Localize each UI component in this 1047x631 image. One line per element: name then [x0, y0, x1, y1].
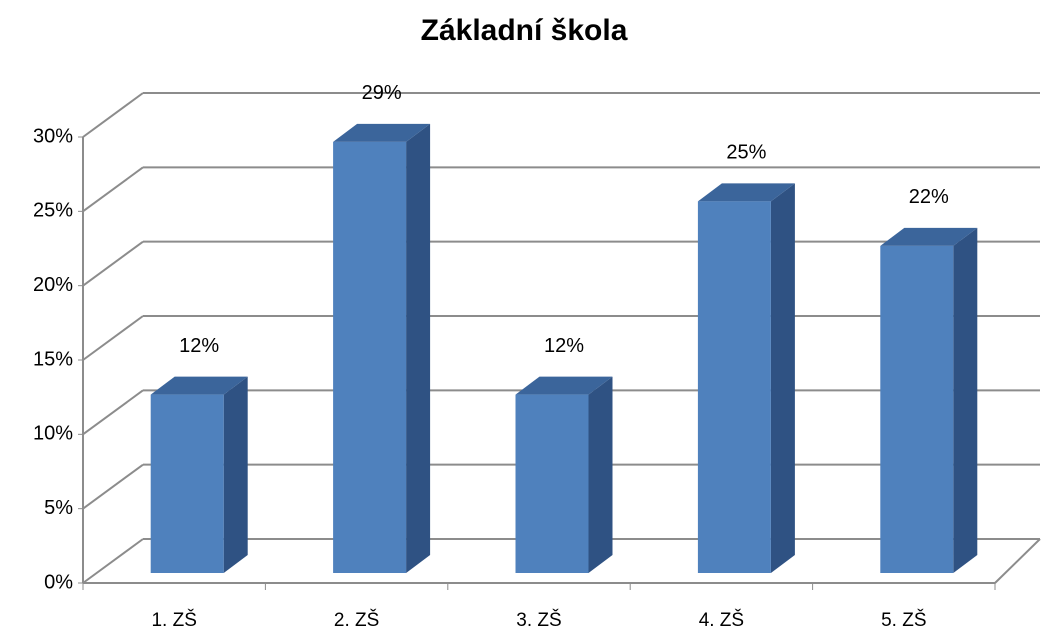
bar-top	[880, 227, 978, 246]
y-tick-label: 20%	[33, 274, 73, 296]
bar	[697, 201, 771, 574]
bar-side	[588, 376, 613, 573]
bar	[515, 394, 589, 573]
bar-side	[406, 123, 431, 573]
bar-top	[150, 376, 248, 395]
y-tick-label: 5%	[44, 497, 73, 519]
bar	[333, 141, 407, 573]
y-tick-label: 15%	[33, 348, 73, 370]
bar-side	[770, 183, 795, 574]
bar	[880, 245, 954, 573]
chart-title: Základní škola	[421, 14, 628, 47]
x-tick-label: 1. ZŠ	[151, 609, 196, 631]
x-tick-label: 4. ZŠ	[699, 609, 744, 631]
grid-line	[82, 315, 144, 361]
y-tick-label: 0%	[44, 571, 73, 593]
floor-edge	[994, 538, 1041, 584]
bar	[150, 394, 224, 573]
grid-line	[82, 389, 144, 436]
x-tick-label: 2. ZŠ	[334, 609, 379, 631]
data-label: 22%	[909, 186, 949, 208]
data-label: 12%	[544, 335, 584, 357]
grid-line	[82, 538, 144, 584]
data-label: 29%	[362, 82, 402, 104]
bar-top	[333, 123, 431, 142]
x-tick-label: 5. ZŠ	[881, 609, 926, 631]
grid-line	[82, 463, 144, 510]
data-label: 25%	[726, 142, 766, 164]
grid-line	[82, 166, 144, 213]
grid-line	[82, 92, 144, 138]
x-tick-label: 3. ZŠ	[516, 609, 561, 631]
grid-line	[82, 240, 144, 287]
bar-side	[953, 227, 978, 573]
y-tick-label: 25%	[33, 200, 73, 222]
bar-top	[697, 183, 795, 202]
y-tick-label: 10%	[33, 423, 73, 445]
bar-top	[515, 376, 613, 395]
bar-side	[223, 376, 248, 573]
y-tick-label: 30%	[33, 125, 73, 147]
data-label: 12%	[179, 335, 219, 357]
